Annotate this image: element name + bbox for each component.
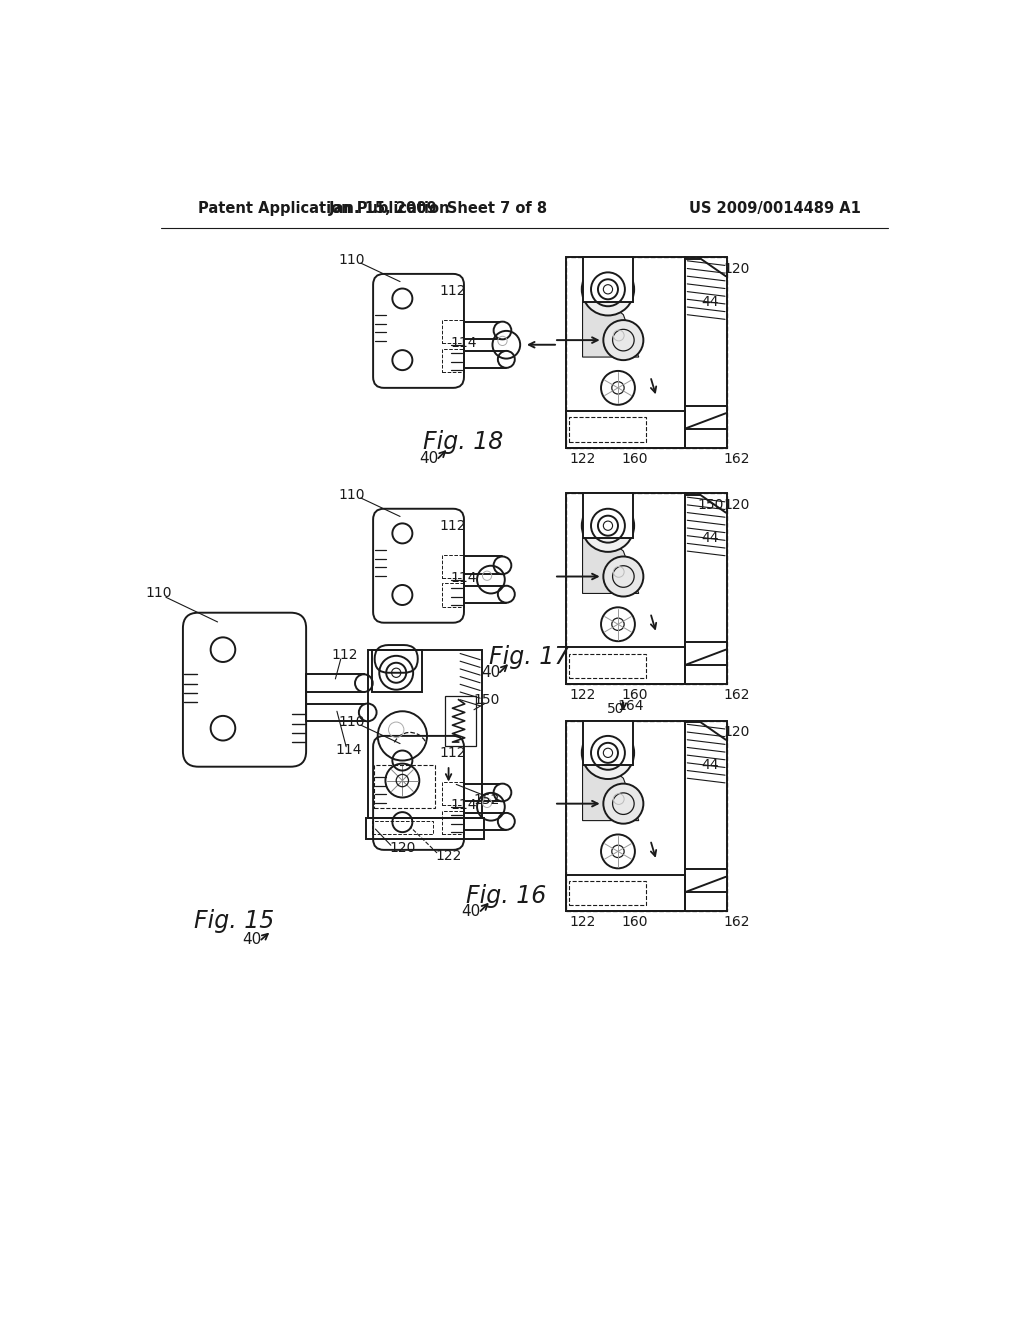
Text: 114: 114 [451, 799, 477, 812]
Circle shape [494, 784, 511, 801]
Bar [372, 649, 422, 692]
Text: 110: 110 [145, 586, 172, 601]
Text: 112: 112 [439, 519, 466, 533]
Text: 162: 162 [723, 688, 750, 702]
Bar [565, 411, 685, 447]
Bar [685, 257, 727, 447]
Bar [583, 721, 634, 766]
Bar [442, 321, 464, 343]
Text: 120: 120 [723, 498, 750, 512]
Polygon shape [583, 766, 639, 821]
Text: 40: 40 [243, 932, 261, 948]
Circle shape [494, 557, 511, 574]
Polygon shape [583, 539, 639, 594]
Circle shape [582, 263, 634, 315]
Text: Jan. 15, 2009  Sheet 7 of 8: Jan. 15, 2009 Sheet 7 of 8 [329, 201, 548, 216]
Circle shape [498, 351, 515, 368]
Text: 112: 112 [439, 284, 466, 298]
Circle shape [498, 813, 515, 830]
Text: 122: 122 [435, 849, 462, 863]
Bar [442, 781, 464, 805]
Circle shape [603, 784, 643, 824]
Bar [372, 821, 433, 834]
Bar [368, 649, 481, 817]
Bar [685, 721, 727, 911]
Bar [565, 647, 685, 684]
Text: 50: 50 [607, 702, 625, 715]
Bar [685, 642, 727, 665]
Bar [583, 257, 634, 302]
Bar [565, 257, 727, 447]
Circle shape [498, 586, 515, 603]
Bar [444, 696, 475, 746]
Bar [685, 494, 727, 684]
Text: 160: 160 [622, 688, 648, 702]
Bar [442, 554, 464, 578]
Text: Patent Application Publication: Patent Application Publication [199, 201, 450, 216]
Text: 112: 112 [439, 746, 466, 760]
Text: 122: 122 [569, 915, 596, 929]
Text: 164: 164 [617, 698, 644, 713]
Circle shape [582, 727, 634, 779]
Text: 114: 114 [451, 572, 477, 585]
Text: 110: 110 [338, 253, 365, 267]
Bar [685, 869, 727, 892]
Text: 120: 120 [389, 841, 416, 855]
Bar [374, 766, 435, 808]
Text: 122: 122 [569, 688, 596, 702]
Text: 160: 160 [622, 451, 648, 466]
Bar [565, 875, 685, 911]
Text: 112: 112 [332, 648, 357, 663]
Text: 110: 110 [338, 715, 365, 729]
Text: Fig. 15: Fig. 15 [194, 908, 274, 933]
Text: 122: 122 [569, 451, 596, 466]
Text: 120: 120 [723, 261, 750, 276]
FancyBboxPatch shape [585, 507, 631, 544]
Text: 160: 160 [622, 915, 648, 929]
Bar [583, 494, 634, 539]
Text: 40: 40 [462, 904, 481, 919]
Text: 44: 44 [701, 294, 719, 309]
Bar [565, 494, 685, 684]
Circle shape [358, 704, 377, 721]
Bar [685, 405, 727, 429]
Bar [569, 880, 646, 906]
Bar [442, 810, 464, 834]
Text: 44: 44 [701, 531, 719, 545]
Bar [565, 494, 727, 684]
Text: 152: 152 [474, 793, 501, 807]
Bar [569, 417, 646, 442]
Bar [565, 721, 727, 911]
Bar [565, 721, 685, 911]
Text: US 2009/0014489 A1: US 2009/0014489 A1 [689, 201, 861, 216]
Text: 40: 40 [481, 665, 500, 680]
Text: 150: 150 [697, 498, 724, 512]
Circle shape [355, 675, 373, 692]
Text: 120: 120 [723, 725, 750, 739]
FancyBboxPatch shape [585, 734, 631, 771]
Circle shape [603, 321, 643, 360]
Text: Fig. 16: Fig. 16 [466, 884, 546, 908]
Text: 150: 150 [474, 693, 501, 706]
Text: 110: 110 [338, 488, 365, 502]
FancyBboxPatch shape [585, 271, 631, 308]
Bar [569, 653, 646, 678]
Bar [442, 583, 464, 607]
Text: Fig. 18: Fig. 18 [423, 430, 504, 454]
Text: 114: 114 [451, 337, 477, 350]
Polygon shape [583, 302, 639, 358]
Text: 40: 40 [419, 451, 438, 466]
Circle shape [582, 499, 634, 552]
Circle shape [603, 557, 643, 597]
Text: 114: 114 [335, 743, 361, 756]
Text: 44: 44 [701, 758, 719, 772]
Text: 162: 162 [723, 915, 750, 929]
Bar [442, 348, 464, 372]
Bar [565, 257, 685, 447]
Text: Fig. 17: Fig. 17 [488, 645, 569, 669]
Text: 162: 162 [723, 451, 750, 466]
Bar [367, 817, 484, 840]
Circle shape [494, 322, 511, 339]
